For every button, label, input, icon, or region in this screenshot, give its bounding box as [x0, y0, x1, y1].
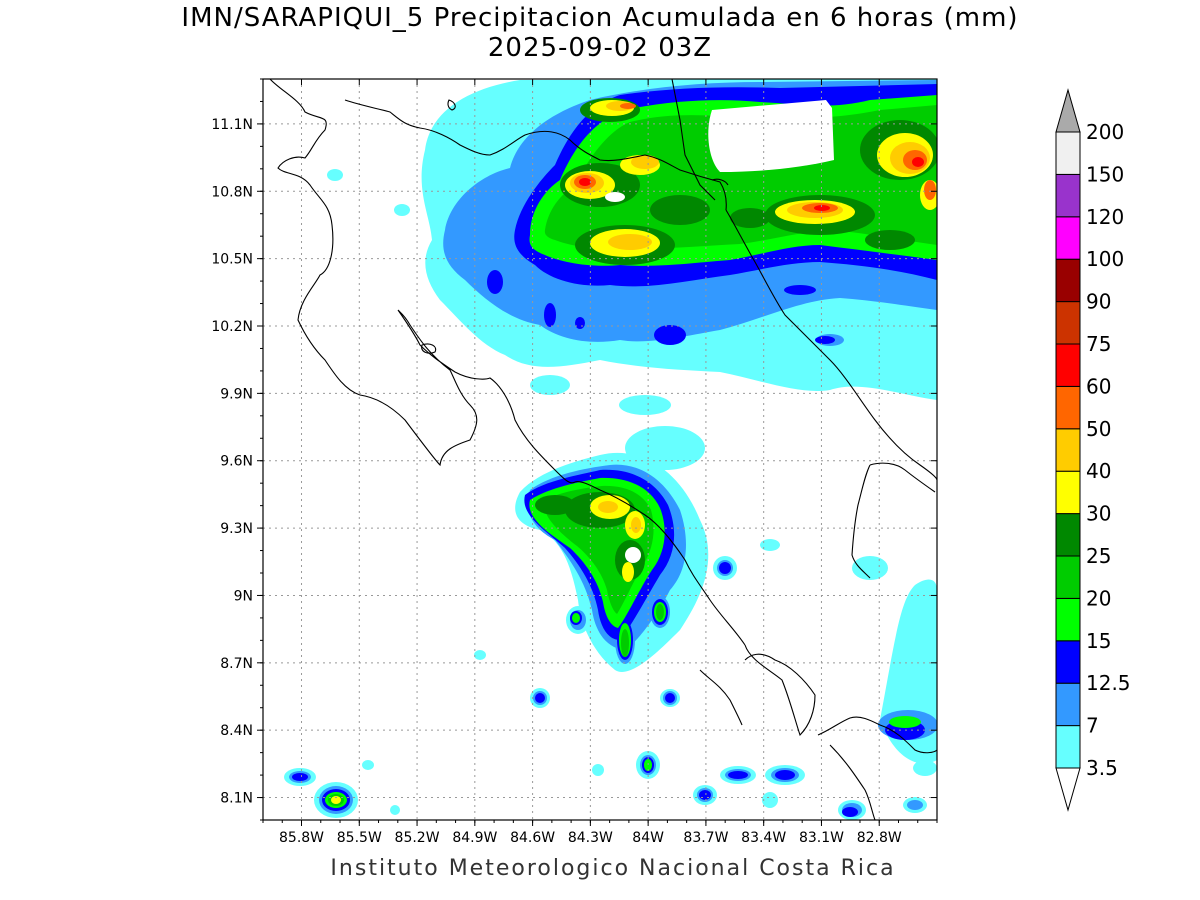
colorbar-label: 20 [1086, 586, 1111, 610]
footer-credit: Instituto Meteorologico Nacional Costa R… [330, 856, 896, 881]
colorbar-legend: 3.5 7 12.5 15 20 25 30 40 50 60 75 90 100 120 150 200 [1055, 88, 1131, 812]
lon-tick-label: 84W [632, 830, 664, 846]
lon-tick-label: 84.9W [452, 830, 497, 846]
map-title: IMN/SARAPIQUI_5 Precipitacion Acumulada … [181, 3, 1019, 33]
lon-tick-label: 85.5W [337, 830, 382, 846]
lon-tick-label: 85.2W [395, 830, 440, 846]
colorbar-swatch [1055, 301, 1081, 345]
lat-tick-label: 8.1N [220, 791, 253, 807]
lat-tick-label: 11.1N [211, 117, 253, 133]
colorbar-label: 40 [1086, 459, 1111, 483]
colorbar-swatch [1055, 470, 1081, 515]
colorbar-swatch [1055, 385, 1081, 430]
lat-tick-label: 9N [234, 588, 253, 604]
colorbar-label: 75 [1086, 332, 1111, 356]
lon-tick-label: 85.8W [279, 830, 324, 846]
precipitation-field [284, 79, 937, 820]
lon-tick-label: 84.6W [510, 830, 555, 846]
lat-tick-label: 10.8N [211, 184, 253, 200]
lat-tick-label: 9.9N [220, 386, 253, 402]
lat-tick-label: 8.7N [220, 656, 253, 672]
colorbar-swatch [1055, 682, 1081, 727]
colorbar-swatch [1055, 216, 1081, 260]
lon-tick-label: 83.4W [741, 830, 786, 846]
axes: 85.8W 85.5W 85.2W 84.9W 84.6W 84.3W 84W 83.7W 83… [211, 78, 938, 846]
colorbar-label: 30 [1086, 502, 1111, 526]
colorbar-swatch [1055, 555, 1081, 599]
colorbar-extend-low [1055, 767, 1081, 812]
colorbar-label: 60 [1086, 374, 1111, 398]
colorbar-swatch [1055, 513, 1081, 557]
colorbar-label: 15 [1086, 629, 1111, 653]
lat-tick-label: 10.2N [211, 319, 253, 335]
colorbar-swatch [1055, 173, 1081, 218]
lat-tick-label: 9.3N [220, 521, 253, 537]
lat-tick-label: 9.6N [220, 454, 253, 470]
colorbar-swatch [1055, 597, 1081, 642]
lon-tick-label: 82.8W [857, 830, 902, 846]
map-valid-time: 2025-09-02 03Z [487, 33, 713, 63]
precip-gaps [605, 100, 834, 563]
coastlines [269, 79, 937, 820]
lon-tick-label: 83.1W [799, 830, 844, 846]
colorbar-swatch [1055, 640, 1081, 684]
colorbar-extend-high [1055, 88, 1081, 133]
colorbar-label: 12.5 [1086, 671, 1131, 695]
colorbar-swatch [1055, 725, 1081, 769]
lon-tick-label: 84.3W [568, 830, 613, 846]
colorbar-swatch [1055, 258, 1081, 303]
colorbar-label: 7 [1086, 714, 1099, 738]
colorbar-label: 25 [1086, 544, 1111, 568]
colorbar-swatch [1055, 131, 1081, 175]
colorbar-label: 200 [1086, 120, 1124, 144]
colorbar-swatch [1055, 428, 1081, 472]
colorbar-label: 120 [1086, 205, 1124, 229]
lon-tick-label: 83.7W [683, 830, 728, 846]
colorbar-label: 90 [1086, 290, 1111, 314]
lat-tick-label: 10.5N [211, 252, 253, 268]
colorbar-label: 150 [1086, 162, 1124, 186]
precip-band-60mm [579, 157, 924, 211]
colorbar-label: 100 [1086, 247, 1124, 271]
colorbar-label: 3.5 [1086, 756, 1118, 780]
colorbar-swatch [1055, 343, 1081, 387]
colorbar-label: 50 [1086, 417, 1111, 441]
plot-frame [262, 78, 938, 821]
graticule [263, 79, 937, 820]
lat-tick-label: 8.4N [220, 723, 253, 739]
